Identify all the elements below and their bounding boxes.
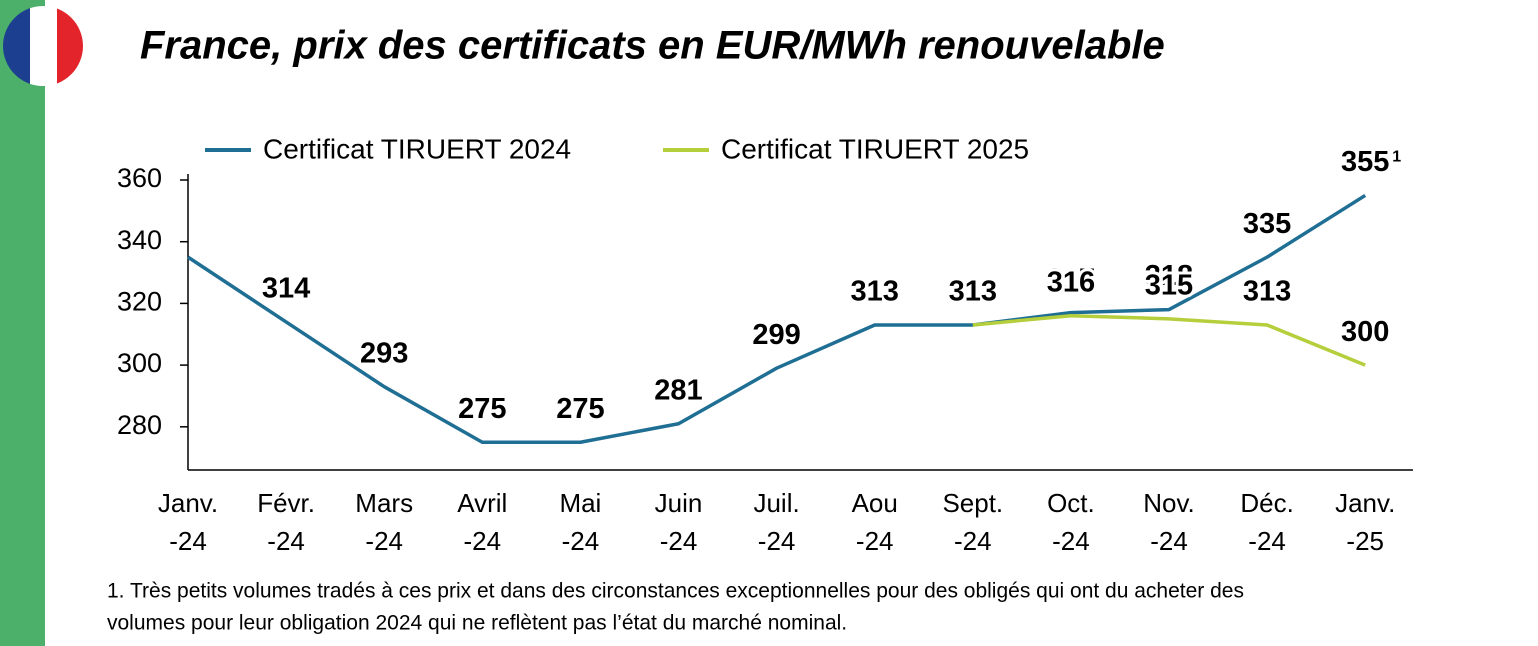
x-tick-label: Juil. -24 xyxy=(753,488,799,556)
data-label: 315 xyxy=(1145,269,1193,301)
series-line xyxy=(187,193,1367,444)
y-tick-label: 360 xyxy=(117,163,162,193)
data-label: 281 xyxy=(654,374,702,406)
data-label: 275 xyxy=(458,393,506,425)
x-tick-line: Nov. xyxy=(1143,488,1195,518)
data-label: 313 xyxy=(949,276,997,308)
x-tick-label: Juin -24 xyxy=(655,488,703,556)
x-tick-line: -24 xyxy=(660,526,698,556)
data-label: 317 xyxy=(1047,263,1095,295)
data-label: 293 xyxy=(360,337,408,369)
x-tick-line: Aou xyxy=(852,488,898,518)
x-tick-line: -24 xyxy=(169,526,207,556)
x-tick-label: Aou -24 xyxy=(852,488,898,556)
x-tick-line: -24 xyxy=(365,526,403,556)
y-tick-label: 300 xyxy=(117,348,162,378)
x-tick-label: Oct. -24 xyxy=(1047,488,1095,556)
data-label: 300 xyxy=(1341,316,1389,348)
data-label: 275 xyxy=(556,393,604,425)
chart-title: France, prix des certificats en EUR/MWh … xyxy=(140,24,1165,68)
x-tick-line: Oct. xyxy=(1047,488,1095,518)
data-label: 355 xyxy=(1341,146,1389,178)
x-tick-line: -24 xyxy=(1248,526,1286,556)
x-tick-line: Mai xyxy=(559,488,601,518)
x-tick-label: Nov. -24 xyxy=(1143,488,1195,556)
data-label: 313 xyxy=(1243,276,1291,308)
x-tick-label: Févr. -24 xyxy=(257,488,315,556)
footnote: volumes pour leur obligation 2024 qui ne… xyxy=(107,612,847,635)
y-tick-label: 320 xyxy=(117,287,162,317)
footnote: 1. Très petits volumes tradés à ces prix… xyxy=(107,580,1244,603)
data-label: 299 xyxy=(752,319,800,351)
footnote-marker: 1 xyxy=(1392,149,1401,166)
x-tick-line: Juil. xyxy=(753,488,799,518)
x-tick-line: -24 xyxy=(758,526,796,556)
data-label: 314 xyxy=(262,273,310,305)
legend-label: Certificat TIRUERT 2025 xyxy=(721,133,1029,164)
legend-label: Certificat TIRUERT 2024 xyxy=(263,133,571,164)
x-tick-label: Mai -24 xyxy=(559,488,601,556)
y-tick-label: 280 xyxy=(117,410,162,440)
x-tick-label: Janv. -24 xyxy=(158,488,218,556)
x-tick-line: -24 xyxy=(1052,526,1090,556)
x-tick-line: Janv. xyxy=(1335,488,1395,518)
x-tick-label: Sept. -24 xyxy=(942,488,1003,556)
x-tick-label: Déc. -24 xyxy=(1240,488,1293,556)
data-label: 335 xyxy=(1243,208,1291,240)
x-tick-line: -25 xyxy=(1346,526,1384,556)
x-tick-line: -24 xyxy=(464,526,502,556)
series-line xyxy=(972,313,1366,367)
x-tick-line: -24 xyxy=(856,526,894,556)
flag xyxy=(3,6,83,86)
x-tick-line: Sept. xyxy=(942,488,1003,518)
x-tick-line: Déc. xyxy=(1240,488,1293,518)
data-label: 316 xyxy=(1047,266,1095,298)
side-bar xyxy=(0,0,45,646)
x-tick-line: -24 xyxy=(562,526,600,556)
x-tick-line: Avril xyxy=(457,488,507,518)
x-tick-line: -24 xyxy=(1150,526,1188,556)
x-tick-line: -24 xyxy=(267,526,305,556)
y-tick-label: 340 xyxy=(117,225,162,255)
x-tick-label: Janv. -25 xyxy=(1335,488,1395,556)
x-tick-label: Mars -24 xyxy=(355,488,413,556)
x-tick-line: -24 xyxy=(954,526,992,556)
x-tick-line: Juin xyxy=(655,488,703,518)
x-tick-line: Mars xyxy=(355,488,413,518)
x-tick-label: Avril -24 xyxy=(457,488,507,556)
x-tick-line: Févr. xyxy=(257,488,315,518)
x-tick-line: Janv. xyxy=(158,488,218,518)
data-label: 318 xyxy=(1145,260,1193,292)
data-label: 313 xyxy=(851,276,899,308)
